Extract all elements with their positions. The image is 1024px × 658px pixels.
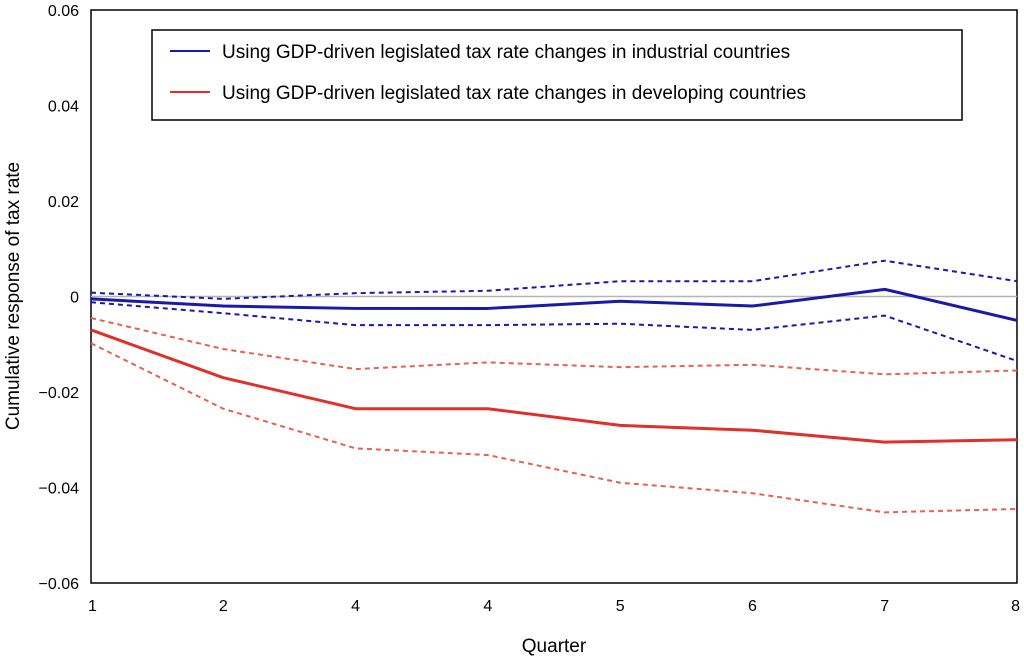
series-line-industrial-upper-band bbox=[90, 259, 1018, 300]
y-tick-label: −0.02 bbox=[39, 385, 80, 402]
y-tick-label: 0.04 bbox=[48, 99, 79, 116]
legend-label-industrial: Using GDP-driven legislated tax rate cha… bbox=[222, 42, 790, 63]
x-tick-label: 1 bbox=[88, 598, 97, 615]
series-line-developing-upper-band bbox=[90, 317, 1018, 376]
x-tick-label: 2 bbox=[219, 598, 228, 615]
y-tick-label: −0.04 bbox=[39, 481, 80, 498]
y-axis-title: Cumulative response of tax rate bbox=[3, 162, 24, 430]
x-tick-label: 5 bbox=[616, 598, 625, 615]
x-tick-label: 4 bbox=[483, 598, 492, 615]
x-axis-title: Quarter bbox=[522, 636, 587, 657]
y-tick-label: 0.06 bbox=[48, 3, 79, 20]
y-tick-label: 0 bbox=[70, 290, 79, 307]
y-tick-label: 0.02 bbox=[48, 194, 79, 211]
y-tick-label: −0.06 bbox=[39, 576, 80, 593]
x-tick-label: 7 bbox=[880, 598, 889, 615]
series-line-developing-estimate bbox=[90, 328, 1018, 444]
x-tick-label: 4 bbox=[351, 598, 360, 615]
legend-box bbox=[151, 29, 963, 121]
x-axis-ticks: 1 2 4 4 5 6 7 8 bbox=[88, 598, 1020, 615]
legend: Using GDP-driven legislated tax rate cha… bbox=[151, 29, 963, 121]
y-axis-ticks: 0.06 0.04 0.02 0 −0.02 −0.04 −0.06 bbox=[39, 3, 80, 593]
legend-label-developing: Using GDP-driven legislated tax rate cha… bbox=[222, 83, 806, 104]
x-tick-label: 6 bbox=[748, 598, 757, 615]
x-tick-label: 8 bbox=[1011, 598, 1020, 615]
series-layer bbox=[90, 259, 1018, 514]
series-line-industrial-lower-band bbox=[90, 301, 1018, 362]
series-line-industrial-estimate bbox=[90, 287, 1018, 322]
